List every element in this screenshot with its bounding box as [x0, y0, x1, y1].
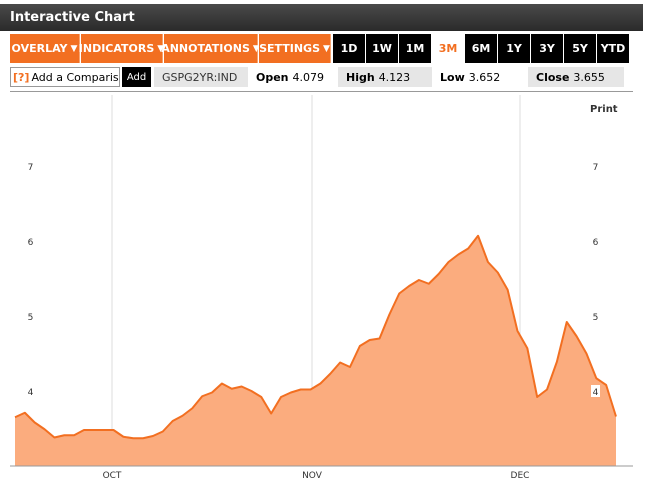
settings-menu-button[interactable]: SETTINGS ▼ — [259, 34, 331, 63]
high-stat: High 4.123 — [338, 67, 432, 87]
range-ytd-button[interactable]: YTD — [597, 34, 629, 63]
chevron-down-icon: ▼ — [70, 43, 78, 54]
chevron-down-icon: ▼ — [252, 43, 260, 54]
open-stat: Open 4.079 — [248, 67, 338, 87]
comparison-input[interactable]: [?]Add a Comparison — [10, 67, 120, 87]
y-tick-label-left: 7 — [28, 163, 34, 173]
y-tick-label-bg — [591, 385, 600, 397]
chart-toolbar: OVERLAY ▼ INDICATORS ▼ ANNOTATIONS ▼ SETTIN… — [10, 34, 633, 63]
print-link[interactable]: Print — [590, 104, 618, 115]
low-stat: Low 3.652 — [432, 67, 528, 87]
range-3m-button[interactable]: 3M — [432, 34, 464, 63]
chevron-down-icon: ▼ — [323, 43, 330, 54]
help-icon[interactable]: [?] — [13, 70, 30, 84]
annotations-menu-button[interactable]: ANNOTATIONS ▼ — [161, 34, 260, 63]
y-tick-label-left: 4 — [28, 388, 34, 398]
y-tick-label-right: 4 — [593, 388, 599, 398]
low-value: 3.652 — [468, 70, 501, 84]
annotations-menu-label: ANNOTATIONS — [161, 42, 250, 55]
header-divider — [10, 91, 633, 92]
y-tick-label-left: 6 — [28, 238, 34, 248]
overlay-menu-button[interactable]: OVERLAY ▼ — [10, 34, 80, 63]
y-tick-label-bg — [26, 160, 35, 172]
range-1y-button[interactable]: 1Y — [498, 34, 530, 63]
close-stat: Close 3.655 — [528, 67, 624, 87]
close-label: Close — [536, 70, 570, 84]
y-tick-label-bg — [26, 385, 35, 397]
y-tick-label-left: 5 — [28, 313, 34, 323]
x-tick-label: OCT — [103, 471, 122, 479]
y-tick-label-right: 6 — [593, 238, 599, 248]
high-label: High — [346, 70, 375, 84]
y-tick-label-bg — [591, 235, 600, 247]
low-label: Low — [440, 70, 465, 84]
add-comparison-button[interactable]: Add — [122, 67, 151, 87]
price-area — [15, 235, 616, 466]
range-selector: 1D 1W 1M 3M 6M 1Y 3Y 5Y YTD — [333, 34, 629, 63]
indicators-menu-label: INDICATORS — [78, 42, 155, 55]
open-label: Open — [256, 70, 289, 84]
price-line — [14, 234, 617, 440]
close-value: 3.655 — [573, 70, 605, 84]
overlay-menu-label: OVERLAY — [11, 42, 68, 55]
y-tick-label-right: 5 — [593, 313, 599, 323]
ticker-symbol: GSPG2YR:IND — [154, 67, 248, 87]
quote-bar: [?]Add a Comparison Add GSPG2YR:IND Open… — [10, 66, 633, 88]
indicators-menu-button[interactable]: INDICATORS ▼ — [78, 34, 165, 63]
range-3y-button[interactable]: 3Y — [531, 34, 563, 63]
x-tick-label: NOV — [302, 471, 323, 479]
range-6m-button[interactable]: 6M — [465, 34, 497, 63]
high-value: 4.123 — [378, 70, 411, 84]
settings-menu-label: SETTINGS — [259, 42, 321, 55]
y-tick-label-bg — [26, 235, 35, 247]
y-tick-label-bg — [591, 160, 600, 172]
y-tick-label-bg — [26, 310, 35, 322]
range-5y-button[interactable]: 5Y — [564, 34, 596, 63]
y-tick-label-right: 7 — [593, 163, 599, 173]
y-tick-label-bg — [591, 310, 600, 322]
comparison-placeholder: Add a Comparison — [31, 70, 119, 84]
x-tick-label: DEC — [511, 471, 530, 479]
range-1m-button[interactable]: 1M — [399, 34, 431, 63]
range-1d-button[interactable]: 1D — [333, 34, 365, 63]
chevron-down-icon: ▼ — [157, 43, 165, 54]
open-value: 4.079 — [292, 70, 325, 84]
range-1w-button[interactable]: 1W — [366, 34, 398, 63]
window-title: Interactive Chart — [0, 4, 643, 31]
